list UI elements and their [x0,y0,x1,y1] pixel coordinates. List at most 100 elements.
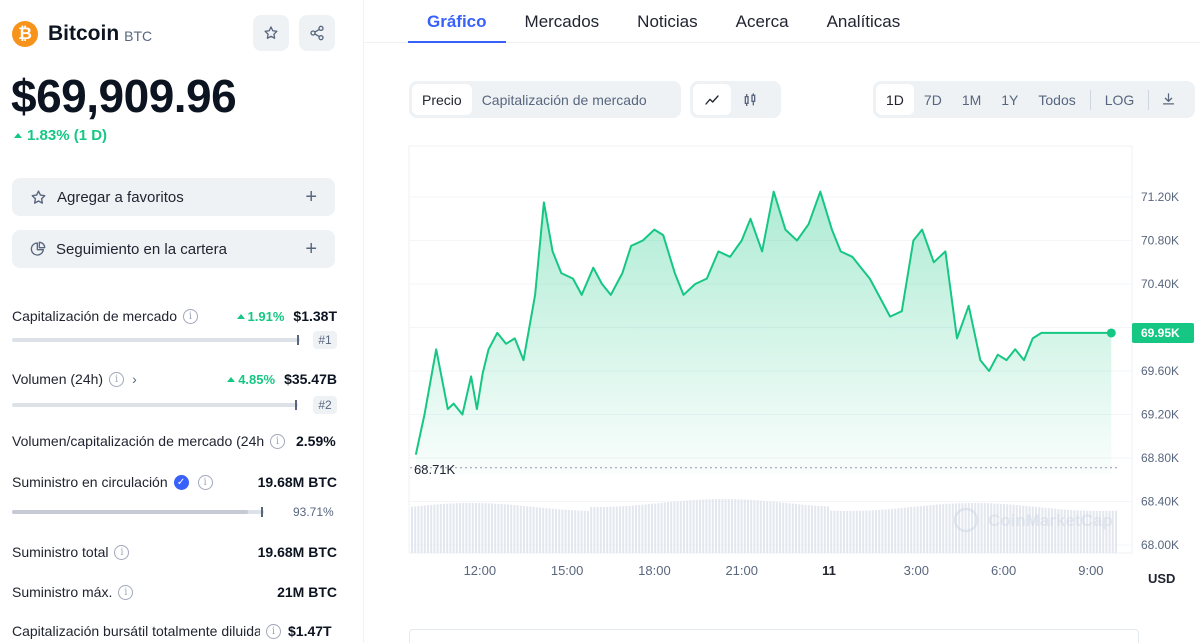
volume-bar [503,504,506,553]
volume-bar [564,509,567,553]
coin-tabs: Gráfico Mercados Noticias Acerca Analíti… [408,0,919,43]
volume-bar [718,499,721,553]
tabs-divider [364,42,1200,43]
stat-label: Capitalización bursátil totalmente dilui… [12,623,260,639]
volume-bar [862,510,865,553]
volume-bar [1025,505,1028,553]
track-portfolio-button[interactable]: Seguimiento en la cartera + [12,230,335,268]
volume-bar [510,504,513,553]
volume-bar [907,507,909,553]
info-icon[interactable]: i [114,544,130,560]
chevron-right-icon[interactable]: › [132,371,137,387]
volume-bar [759,500,762,553]
divider [1148,89,1150,110]
x-tick-label: 6:00 [991,563,1016,578]
volume-bar [1019,505,1021,553]
info-icon[interactable]: i [270,433,285,449]
tab-chart[interactable]: Gráfico [408,0,506,43]
log-scale-toggle[interactable]: LOG [1104,91,1135,108]
tab-analytics[interactable]: Analíticas [826,12,901,31]
stat-change-value: 4.85% [238,371,276,387]
y-tick-label: 70.40K [1141,277,1179,291]
volume-bar [430,504,433,553]
open-price-label: 68.71K [414,462,456,477]
volume-bar [897,508,900,553]
candlestick-toggle[interactable] [731,84,769,115]
volume-bar [612,506,615,553]
volume-bar [663,502,666,553]
stat-value: $1.47T [288,623,332,639]
range-all[interactable]: Todos [1038,91,1076,108]
chart-type-toggle: Precio Capitalización de mercado [409,81,681,118]
tab-news[interactable]: Noticias [637,12,698,31]
share-button[interactable] [299,15,335,51]
chart-navigator[interactable] [409,629,1139,643]
volume-bar [881,509,884,553]
volume-bar [1070,509,1073,553]
volume-bar [1012,504,1015,553]
volume-bar [769,501,772,553]
volume-bar [814,505,817,553]
volume-bar [695,499,698,553]
volume-bar [827,506,829,553]
volume-bar [497,503,500,553]
range-7d[interactable]: 7D [923,91,942,108]
volume-bar [417,506,420,553]
stat-label: Suministro máx. [12,584,113,600]
volume-bar [766,501,769,553]
volume-bar [731,499,733,553]
time-range-selector: 1D 7D 1M 1Y Todos LOG [873,81,1195,118]
coin-name: Bitcoin [48,22,120,45]
price-toggle[interactable]: Precio [412,84,472,115]
x-tick-label: 3:00 [904,563,929,578]
watchlist-star-button[interactable] [253,15,289,51]
volume-bar [574,510,577,553]
volume-bar [843,510,845,553]
track-portfolio-label: Seguimiento en la cartera [56,240,227,258]
volume-bar [420,505,423,553]
volume-bar [443,503,445,553]
volume-bar [625,506,628,553]
stat-value: 19.68M BTC [257,474,337,490]
market-cap-toggle[interactable]: Capitalización de mercado [481,91,647,108]
x-tick-label: 15:00 [551,563,584,578]
info-icon[interactable]: i [266,623,281,639]
volume-bar [1089,510,1092,553]
y-tick-label: 69.20K [1141,408,1179,422]
stat-value: 2.59% [296,433,336,449]
stat-value: $1.38T [293,308,337,324]
line-chart-toggle[interactable] [693,84,731,115]
volume-bar [686,500,689,553]
range-1y[interactable]: 1Y [1001,91,1019,108]
volume-bar [1099,510,1101,553]
volume-bar [743,499,746,553]
range-1d[interactable]: 1D [876,84,914,115]
current-price-dot [1106,328,1116,338]
info-icon[interactable]: i [182,308,198,324]
volume-bar [644,504,647,553]
volume-bar [487,503,490,553]
volume-bar [654,503,657,553]
info-icon[interactable]: i [197,474,213,490]
volume-bar [1041,507,1044,553]
tab-about[interactable]: Acerca [735,12,789,31]
download-button[interactable] [1153,84,1184,115]
volume-bar [1054,508,1057,553]
x-tick-label: 21:00 [725,563,758,578]
x-tick-label: 9:00 [1078,563,1103,578]
volume-bar [849,510,852,553]
range-1m[interactable]: 1M [961,91,982,108]
volume-bar [523,505,525,553]
volume-bar [951,503,954,553]
stat-label: Capitalización de mercado [12,308,177,324]
volume-bar [1044,507,1047,553]
add-to-favorites-button[interactable]: Agregar a favoritos + [12,178,335,216]
tab-markets[interactable]: Mercados [524,12,600,31]
info-icon[interactable]: i [118,584,134,600]
info-icon[interactable]: i [109,371,125,387]
volume-bar [999,503,1002,553]
volume-bar [558,509,561,553]
price-chart[interactable]: 68.71K 71.20K70.80K70.40K70.00K69.60K69.… [408,145,1200,595]
volume-bar [734,499,737,553]
volume-bar [868,510,871,553]
